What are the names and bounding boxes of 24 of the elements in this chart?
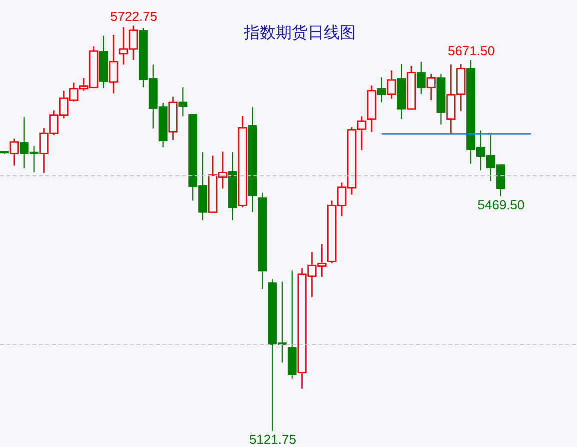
- annotation: 5722.75: [110, 8, 158, 24]
- candlestick: [10, 138, 19, 167]
- candlestick: [178, 87, 188, 118]
- candlestick: [168, 96, 178, 141]
- candlestick: [109, 34, 118, 94]
- candlestick: [387, 70, 396, 100]
- candlestick: [248, 106, 258, 213]
- annotation: 5469.50: [478, 198, 525, 213]
- candlestick: [367, 84, 376, 133]
- candlestick: [426, 74, 436, 102]
- candlestick: [397, 64, 406, 120]
- annotation: 5121.75: [249, 432, 296, 447]
- candlestick: [258, 192, 268, 290]
- candlestick: [406, 65, 416, 110]
- candlestick: [238, 115, 248, 208]
- candlestick: [436, 74, 446, 126]
- candlestick: [228, 152, 238, 222]
- candlestick: [288, 270, 297, 380]
- candlestick: [0, 150, 9, 155]
- text: 指数期货日线图: [243, 23, 357, 43]
- candlestick: [416, 61, 426, 95]
- candlestick: [99, 35, 108, 89]
- candlestick: [377, 76, 386, 104]
- annotation: 5671.50: [448, 43, 495, 58]
